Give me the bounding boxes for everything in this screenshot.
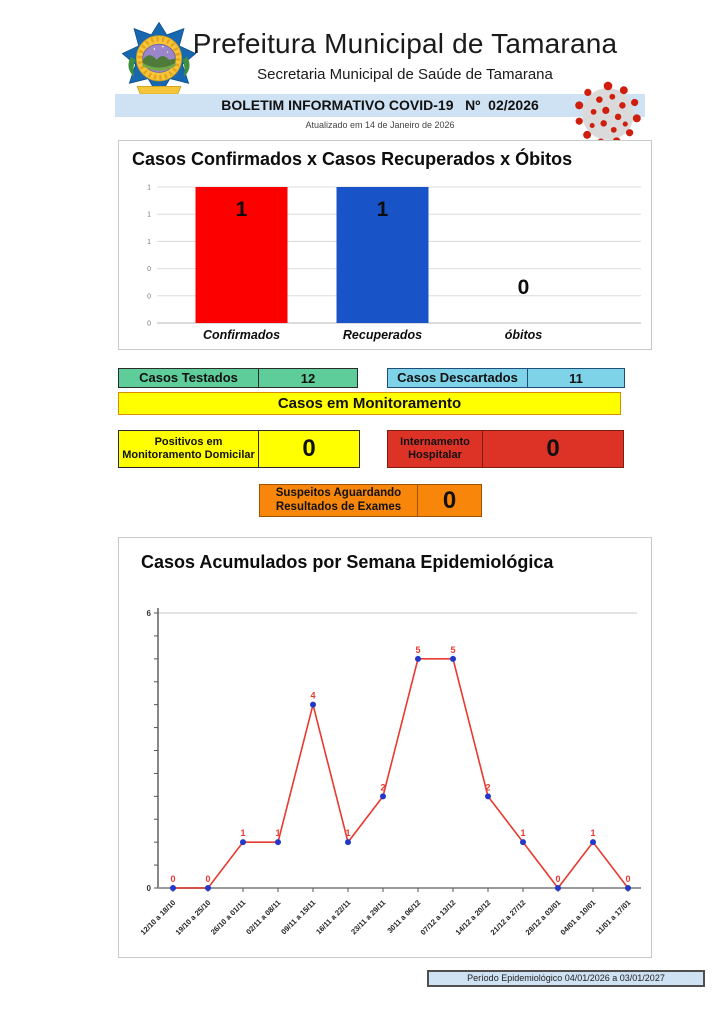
line-chart-title: Casos Acumulados por Semana Epidemiológi… xyxy=(141,552,554,572)
monitoring-banner: Casos em Monitoramento xyxy=(118,392,621,415)
bar-value-label: 0 xyxy=(518,276,530,299)
bar-chart-card: Casos Confirmados x Casos Recuperados x … xyxy=(118,140,652,350)
data-point xyxy=(275,839,281,846)
line-chart-card: Casos Acumulados por Semana Epidemiológi… xyxy=(118,537,652,958)
data-label: 1 xyxy=(520,828,525,838)
data-point xyxy=(345,839,351,846)
bar xyxy=(195,187,288,323)
y-tick-label: 1 xyxy=(147,239,151,246)
bulletin-banner: BOLETIM INFORMATIVO COVID-19 Nº 02/2026 xyxy=(115,94,645,117)
data-label: 4 xyxy=(310,691,315,701)
y-tick-label: 0 xyxy=(147,321,151,328)
y-tick-label: 0 xyxy=(147,884,152,893)
hospital-label: Internamento Hospitalar xyxy=(388,431,483,467)
x-category-label: 19/10 a 25/10 xyxy=(174,898,213,937)
bar-category-label: Confirmados xyxy=(203,328,280,342)
data-label: 0 xyxy=(625,874,630,884)
data-line xyxy=(173,658,629,890)
data-point xyxy=(380,793,386,800)
suspects-value: 0 xyxy=(442,486,457,514)
x-category-label: 07/12 a 13/12 xyxy=(419,898,458,937)
x-category-label: 16/11 a 22/11 xyxy=(314,898,352,936)
data-label: 1 xyxy=(345,828,350,838)
data-point xyxy=(450,655,456,662)
x-category-label: 09/11 a 15/11 xyxy=(279,898,317,936)
bar-chart: 1 1 1 0 0 0 1 Confirmados 1 Recuperados 0 óbitos xyxy=(147,185,641,342)
home-monitoring-label: Positivos em Monitoramento Domicilar xyxy=(119,431,259,467)
data-label: 0 xyxy=(170,874,175,884)
tested-value: 12 xyxy=(300,370,316,386)
tested-box: Casos Testados 12 xyxy=(118,368,358,388)
x-category-label: 26/10 a 01/11 xyxy=(209,898,248,937)
tested-label: Casos Testados xyxy=(119,369,259,387)
data-point xyxy=(415,655,421,662)
x-category-label: 23/11 a 29/11 xyxy=(349,898,387,936)
data-point xyxy=(520,839,526,846)
x-category-label: 12/10 a 18/10 xyxy=(139,898,178,937)
data-label: 0 xyxy=(555,874,560,884)
data-point xyxy=(240,839,246,846)
data-point xyxy=(555,885,561,891)
data-point xyxy=(625,885,631,891)
page-title: Prefeitura Municipal de Tamarana xyxy=(192,28,618,59)
x-category-label: 3011 a 06/12 xyxy=(385,898,422,935)
data-point xyxy=(590,839,596,846)
bar xyxy=(336,187,429,323)
x-category-label: 04/01 a 10/01 xyxy=(559,898,598,937)
data-point xyxy=(485,793,491,800)
y-tick-label: 1 xyxy=(147,212,151,219)
coronavirus-icon xyxy=(575,81,641,146)
x-category-label: 28/12 a 03/01 xyxy=(524,898,563,937)
hospital-box: Internamento Hospitalar 0 xyxy=(387,430,624,468)
home-monitoring-value: 0 xyxy=(302,435,316,462)
suspects-box: Suspeitos Aguardando Resultados de Exame… xyxy=(259,484,482,517)
y-tick-label: 1 xyxy=(147,185,151,192)
data-point xyxy=(310,701,316,708)
data-label: 1 xyxy=(590,828,595,838)
bar-category-label: óbitos xyxy=(505,328,543,342)
data-label: 2 xyxy=(380,782,385,792)
updated-date: Atualizado em 14 de Janeiro de 2026 xyxy=(305,120,455,130)
bar-category-label: Recuperados xyxy=(343,328,422,342)
discarded-box: Casos Descartados 11 xyxy=(387,368,625,388)
hospital-value: 0 xyxy=(546,435,560,462)
data-label: 5 xyxy=(415,645,420,655)
data-point xyxy=(170,885,176,891)
data-label: 1 xyxy=(240,828,245,838)
data-point xyxy=(205,885,211,891)
discarded-value: 11 xyxy=(569,370,583,386)
home-monitoring-box: Positivos em Monitoramento Domicilar 0 xyxy=(118,430,360,468)
x-category-label: 14/12 a 20/12 xyxy=(454,898,493,937)
x-category-label: 11/01 a 17/01 xyxy=(594,898,633,937)
epidemiological-period-box: Período Epidemiológico 04/01/2026 a 03/0… xyxy=(427,970,705,987)
y-tick-label: 0 xyxy=(147,266,151,273)
x-category-label: 21/12 a 27/12 xyxy=(489,898,528,937)
y-tick-label: 0 xyxy=(147,293,151,300)
bar-value-label: 1 xyxy=(377,198,389,221)
x-category-label: 02/11 a 08/11 xyxy=(244,898,282,936)
data-label: 0 xyxy=(205,874,210,884)
data-label: 2 xyxy=(485,782,490,792)
discarded-label: Casos Descartados xyxy=(388,369,528,387)
bar-value-label: 1 xyxy=(236,198,248,221)
suspects-label: Suspeitos Aguardando Resultados de Exame… xyxy=(260,485,418,516)
data-label: 1 xyxy=(275,828,280,838)
line-chart: 6 0 0 12/10 a 18/10 0 19/10 a 25/10 1 26/10 a 0… xyxy=(139,608,641,937)
data-label: 5 xyxy=(450,645,455,655)
page-subtitle: Secretaria Municipal de Saúde de Tamaran… xyxy=(257,66,553,83)
municipal-coat-of-arms-logo xyxy=(121,22,197,103)
y-tick-label: 6 xyxy=(147,609,152,618)
bar-chart-title: Casos Confirmados x Casos Recuperados x … xyxy=(132,149,573,169)
